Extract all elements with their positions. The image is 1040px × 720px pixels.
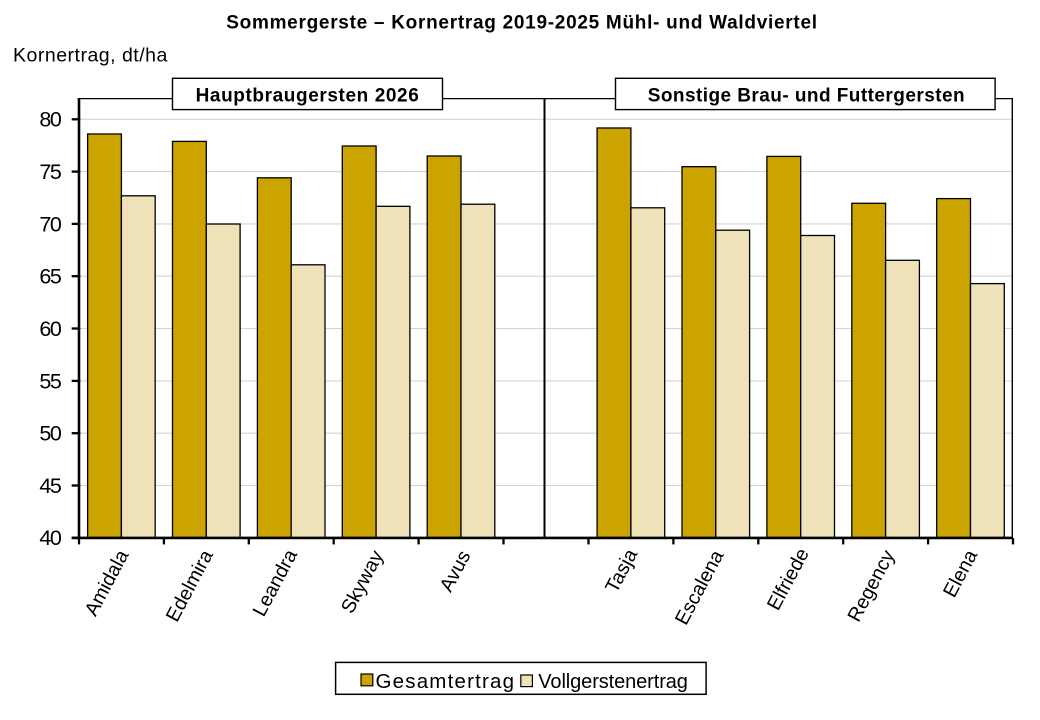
svg-text:40: 40 (39, 526, 61, 550)
svg-text:Sonstige Brau- und Futtergerst: Sonstige Brau- und Futtergersten (648, 86, 965, 107)
svg-text:Gesamtertrag: Gesamtertrag (376, 670, 516, 693)
svg-text:70: 70 (39, 212, 61, 236)
svg-text:60: 60 (39, 317, 61, 341)
svg-text:65: 65 (39, 265, 61, 289)
svg-text:Kornertrag, dt/ha: Kornertrag, dt/ha (13, 45, 168, 67)
svg-text:Hauptbraugersten 2026: Hauptbraugersten 2026 (196, 86, 420, 107)
svg-text:Sommergerste – Kornertrag 2019: Sommergerste – Kornertrag 2019-2025 Mühl… (226, 13, 818, 34)
svg-text:45: 45 (39, 474, 61, 498)
svg-text:Vollgerstenertrag: Vollgerstenertrag (538, 671, 688, 693)
svg-text:50: 50 (39, 422, 61, 446)
svg-text:75: 75 (39, 160, 61, 184)
svg-text:80: 80 (39, 108, 61, 132)
svg-text:55: 55 (39, 369, 61, 393)
